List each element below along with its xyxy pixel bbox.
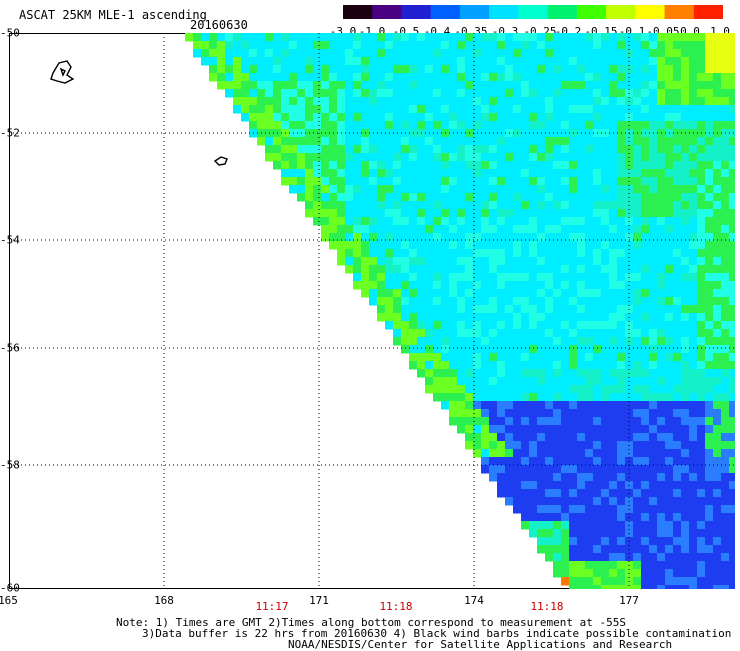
longitude-label: 168 [154, 594, 174, 607]
island-outline [50, 60, 75, 84]
colorbar-swatch [372, 5, 403, 19]
swath-map [9, 33, 735, 589]
note-line-3: NOAA/NESDIS/Center for Satellite Applica… [288, 638, 673, 651]
colorbar-swatch [664, 5, 695, 19]
time-label: 11:18 [530, 600, 564, 613]
island-outline [213, 156, 228, 166]
latitude-label: -54 [0, 233, 20, 247]
longitude-label: 165 [0, 594, 18, 607]
note-line-2: 3)Data buffer is 22 hrs from 20160630 4)… [142, 627, 732, 640]
latitude-label: -50 [0, 26, 20, 40]
longitude-label: 171 [309, 594, 329, 607]
latitude-label: -58 [0, 458, 20, 472]
colorbar-swatch [576, 5, 607, 19]
note-line-1: Note: 1) Times are GMT 2)Times along bot… [116, 616, 626, 629]
time-label: 11:18 [379, 600, 413, 613]
colorbar-swatch [343, 5, 373, 19]
latitude-label: -52 [0, 126, 20, 140]
longitude-label: 174 [464, 594, 484, 607]
colorbar [343, 5, 723, 19]
colorbar-swatch [459, 5, 490, 19]
colorbar-swatch [518, 5, 549, 19]
colorbar-swatch [489, 5, 519, 19]
colorbar-swatch [635, 5, 666, 19]
latitude-label: -56 [0, 341, 20, 355]
map-title: ASCAT 25KM MLE-1 ascending [19, 8, 207, 22]
colorbar-swatch [693, 5, 723, 19]
colorbar-swatch [430, 5, 461, 19]
time-label: 11:17 [255, 600, 289, 613]
map-date: 20160630 [190, 18, 248, 32]
longitude-label: 177 [619, 594, 639, 607]
graticule [9, 33, 735, 589]
colorbar-swatch [401, 5, 432, 19]
latitude-label: -60 [0, 581, 20, 595]
colorbar-swatch [606, 5, 636, 19]
colorbar-swatch [547, 5, 578, 19]
